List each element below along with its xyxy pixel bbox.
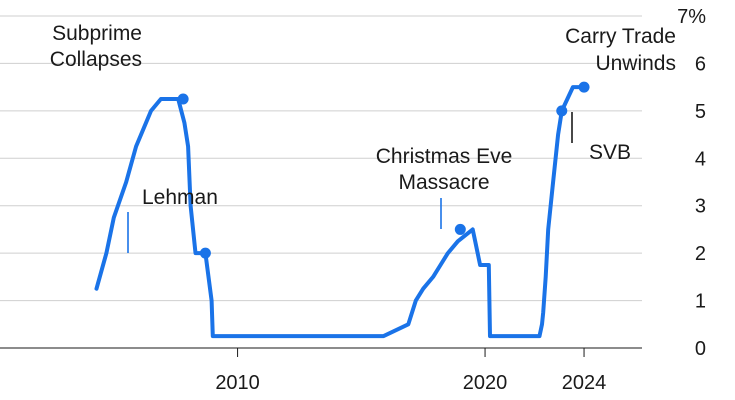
y-tick-label: 2 [695,243,706,265]
series-line-rate [94,85,586,339]
annotation-label: Massacre [398,171,489,194]
annotation-1: Lehman [127,186,218,259]
annotations: Subprime Collapses Lehman Christmas Eve Mass… [50,22,676,259]
annotation-label: Lehman [142,186,218,209]
y-tick-label: 3 [695,196,706,218]
annotation-4: Carry Trade Unwinds [565,25,676,93]
annotation-marker [199,247,211,259]
y-tick-label: 6 [695,53,706,75]
annotation-label: Carry Trade [565,25,676,48]
y-tick-label: 5 [695,101,706,123]
x-tick-label: 2020 [463,372,508,394]
axes [0,347,642,357]
annotation-0: Subprime Collapses [50,22,189,105]
annotation-3: SVB [556,105,631,164]
series-layer [94,85,586,339]
y-axis-tick-labels: 0 1 2 3 4 5 6 7% [677,6,706,360]
annotation-2: Christmas Eve Massacre [376,145,513,235]
annotation-label: Unwinds [595,52,676,75]
annotation-marker [556,105,568,117]
x-axis-tick-labels: 2010 2020 2024 [215,372,606,394]
y-tick-label: 1 [695,291,706,313]
annotation-label: Christmas Eve [376,145,513,168]
y-tick-label: 7% [677,6,706,28]
x-tick-label: 2024 [562,372,607,394]
x-tick-label: 2010 [215,372,260,394]
y-tick-label: 0 [695,338,706,360]
annotation-label: Collapses [50,48,142,71]
annotation-marker [578,81,590,93]
annotation-label: Subprime [52,22,142,45]
annotation-label: SVB [589,141,631,164]
annotation-marker [177,93,189,105]
annotation-marker [454,223,466,235]
y-tick-label: 4 [695,148,706,170]
